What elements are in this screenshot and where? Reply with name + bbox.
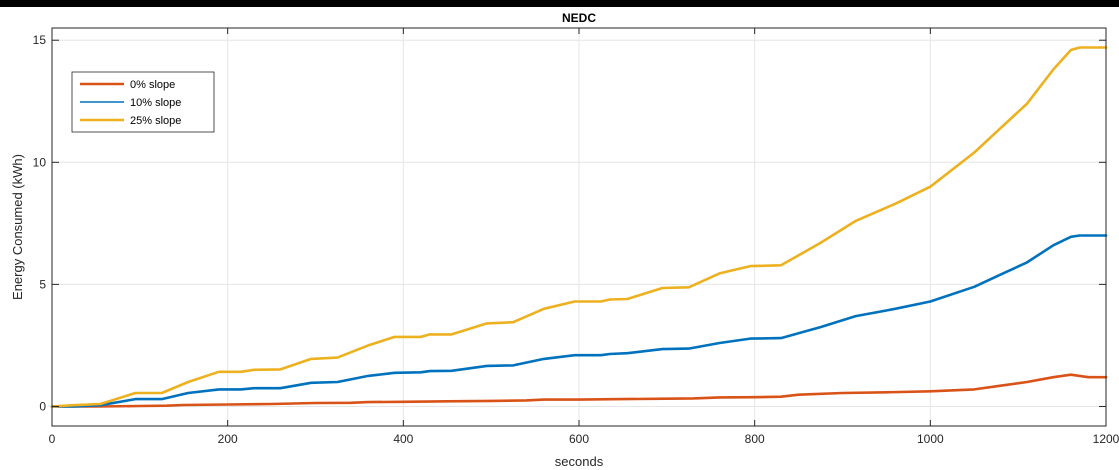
y-axis-ticks: 0 5 10 15 bbox=[33, 33, 1106, 413]
series-layer bbox=[50, 46, 1108, 408]
legend: 0% slope 10% slope 25% slope bbox=[71, 71, 215, 133]
y-gridlines bbox=[52, 39, 1106, 407]
top-border bbox=[0, 0, 1119, 7]
chart-title: NEDC bbox=[562, 11, 596, 25]
x-tick-label: 1000 bbox=[917, 432, 944, 446]
y-tick-label: 0 bbox=[39, 399, 46, 413]
series-line-1 bbox=[50, 234, 1108, 408]
x-tick-label: 200 bbox=[218, 432, 238, 446]
y-tick-label: 5 bbox=[39, 277, 46, 291]
x-tick-label: 400 bbox=[393, 432, 413, 446]
y-axis-label: Energy Consumed (kWh) bbox=[10, 154, 25, 300]
legend-label-2: 25% slope bbox=[130, 115, 181, 127]
x-tick-label: 0 bbox=[49, 432, 56, 446]
x-tick-label: 600 bbox=[569, 432, 589, 446]
x-tick-label: 1200 bbox=[1093, 432, 1119, 446]
x-axis-ticks: 0 200 400 600 800 1000 1200 bbox=[49, 28, 1119, 446]
x-axis-label: seconds bbox=[555, 454, 604, 469]
legend-label-1: 10% slope bbox=[130, 97, 181, 109]
y-tick-label: 15 bbox=[33, 33, 47, 47]
y-tick-label: 10 bbox=[33, 155, 47, 169]
series-line-0 bbox=[50, 373, 1108, 408]
series-line-2 bbox=[50, 46, 1108, 408]
x-tick-label: 800 bbox=[745, 432, 765, 446]
legend-label-0: 0% slope bbox=[130, 79, 175, 91]
